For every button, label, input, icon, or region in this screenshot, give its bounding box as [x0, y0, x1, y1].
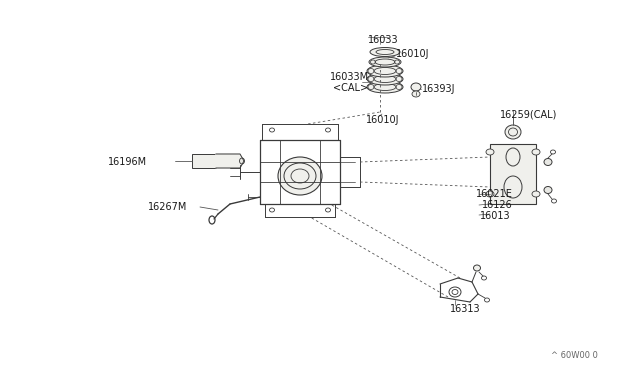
Bar — [490, 144, 536, 204]
Ellipse shape — [278, 157, 322, 195]
Ellipse shape — [369, 57, 401, 67]
Text: 16313: 16313 — [450, 304, 481, 314]
Text: 16010J: 16010J — [366, 115, 399, 125]
Polygon shape — [216, 154, 244, 168]
Text: <CAL>: <CAL> — [333, 83, 368, 93]
Ellipse shape — [532, 149, 540, 155]
Text: 16126: 16126 — [482, 200, 513, 210]
Ellipse shape — [544, 158, 552, 166]
Ellipse shape — [367, 65, 403, 77]
Ellipse shape — [367, 81, 403, 93]
Text: 16259(CAL): 16259(CAL) — [500, 109, 557, 119]
Ellipse shape — [412, 91, 420, 97]
Text: 16033M: 16033M — [330, 72, 369, 82]
Bar — [192, 154, 216, 168]
Text: 16033: 16033 — [368, 35, 399, 45]
Text: ^ 60W00 0: ^ 60W00 0 — [551, 351, 598, 360]
Text: 16021E: 16021E — [476, 189, 513, 199]
Text: 16196M: 16196M — [108, 157, 147, 167]
Ellipse shape — [486, 149, 494, 155]
Ellipse shape — [411, 83, 421, 91]
Ellipse shape — [486, 191, 494, 197]
Ellipse shape — [474, 265, 481, 271]
Text: 16010J: 16010J — [396, 49, 429, 59]
Ellipse shape — [544, 186, 552, 193]
Ellipse shape — [239, 158, 244, 164]
Ellipse shape — [367, 73, 403, 85]
Ellipse shape — [505, 125, 521, 139]
Text: 16013: 16013 — [480, 211, 511, 221]
Ellipse shape — [532, 191, 540, 197]
Text: 16393J: 16393J — [422, 84, 456, 94]
Text: 16267M: 16267M — [148, 202, 188, 212]
Ellipse shape — [370, 48, 400, 57]
